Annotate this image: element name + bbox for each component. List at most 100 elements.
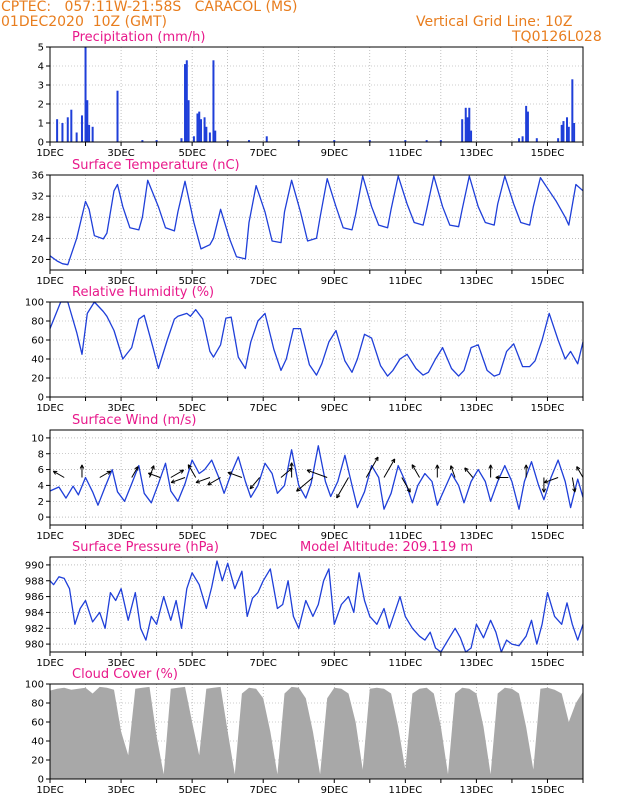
precip-bar <box>368 140 371 142</box>
wind-arrow-head <box>435 464 440 469</box>
x-tick-label: 3DEC <box>107 148 134 159</box>
wind-arrow-shaft <box>195 477 211 484</box>
y-tick-label: 10 <box>31 433 44 444</box>
wind-arrow <box>411 464 420 478</box>
wind-arrow-head <box>306 469 312 474</box>
x-tick-label: 11DEC <box>388 658 422 669</box>
wind-arrow <box>147 472 161 478</box>
x-tick-label: 15DEC <box>531 148 565 159</box>
model-altitude-label: Model Altitude: 209.119 m <box>300 540 473 555</box>
wind-arrow-head <box>464 467 469 472</box>
precip-bar <box>70 109 73 142</box>
y-tick-label: 0 <box>38 775 44 786</box>
panel-cloud: 0 20 40 60 80 100 1DEC 3DEC 5DEC 7DEC 9DEC 11DEC 13D… <box>25 667 584 796</box>
x-tick-label: 13DEC <box>460 403 494 414</box>
panel-frame <box>49 556 584 653</box>
y-tick-label: 100 <box>25 298 44 309</box>
wind-arrow-shaft <box>544 477 559 484</box>
y-tick-label: 988 <box>25 576 44 587</box>
wind-arrow-head <box>134 466 139 471</box>
y-tick-label: 20 <box>31 756 44 767</box>
x-tick-label: 13DEC <box>460 658 494 669</box>
panel-precipitation: 0 1 2 3 4 5 1DEC 3DEC 5DEC 7DEC 9DEC 11DEC 13DEC 15DE… <box>36 30 584 159</box>
precip-bar <box>208 132 211 142</box>
x-tick-label: 7DEC <box>250 276 277 287</box>
y-tick-label: 2 <box>38 100 44 111</box>
wind-arrow <box>306 469 328 478</box>
y-tick-label: 24 <box>31 234 44 245</box>
panel-temperature: 20 24 28 32 36 1DEC 3DEC 5DEC 7DEC 9DEC 11DEC 13DEC… <box>31 158 584 287</box>
x-tick-label: 5DEC <box>178 403 205 414</box>
wind-arrow-shaft <box>53 470 65 478</box>
panel-wind: 0 2 4 6 8 10 1DEC 3DEC 5DEC 7DEC 9DEC 11DEC 13DEC 15D… <box>31 413 584 542</box>
temperature-line <box>49 175 584 266</box>
wind-arrow-shaft <box>207 477 221 486</box>
wind-arrow <box>289 462 294 478</box>
x-tick-label: 3DEC <box>107 531 134 542</box>
wind-arrow-head <box>106 470 112 475</box>
x-tick-label: 11DEC <box>388 148 422 159</box>
x-tick-label: 15DEC <box>531 531 565 542</box>
x-tick-label: 7DEC <box>250 785 277 796</box>
precip-bar <box>180 138 183 142</box>
x-tick-label: 1DEC <box>36 276 63 287</box>
precip-bar <box>566 117 569 142</box>
x-tick-label: 13DEC <box>460 531 494 542</box>
y-tick-label: 80 <box>31 317 44 328</box>
precip-bar <box>185 60 188 142</box>
y-tick-label: 990 <box>25 560 44 571</box>
wind-arrow-shaft <box>365 456 379 478</box>
x-tick-label: 7DEC <box>250 658 277 669</box>
wind-arrow-head <box>411 464 416 469</box>
precip-bar <box>196 113 199 142</box>
precip-bar <box>247 140 250 142</box>
wind-arrow <box>543 477 559 484</box>
wind-arrow <box>170 469 185 478</box>
panel-title: Surface Wind (m/s) <box>72 413 196 428</box>
x-tick-label: 3DEC <box>107 658 134 669</box>
precip-bar <box>184 64 187 142</box>
precip-bar <box>80 115 83 142</box>
x-tick-label: 5DEC <box>178 148 205 159</box>
wind-arrow <box>401 477 411 493</box>
x-tick-label: 9DEC <box>321 403 348 414</box>
precip-bar <box>461 119 464 142</box>
x-tick-label: 9DEC <box>321 531 348 542</box>
y-tick-label: 0 <box>38 393 44 404</box>
wind-arrow <box>336 477 349 499</box>
wind-arrow-head <box>170 479 176 484</box>
precip-bar <box>56 119 59 142</box>
x-tick-label: 11DEC <box>388 403 422 414</box>
y-tick-label: 40 <box>31 355 44 366</box>
x-tick-label: 5DEC <box>178 658 205 669</box>
y-tick-label: 3 <box>38 81 44 92</box>
panel-frame <box>49 46 584 143</box>
wind-arrow-head <box>523 464 529 469</box>
wind-arrow-shaft <box>249 477 261 490</box>
x-tick-label: 9DEC <box>321 276 348 287</box>
model-code: TQ0126L028 <box>512 29 602 45</box>
wind-arrow <box>195 477 211 484</box>
x-tick-label: 11DEC <box>388 531 422 542</box>
precip-bar <box>192 136 195 142</box>
wind-arrow <box>79 464 85 478</box>
wind-arrow-head <box>296 487 301 492</box>
wind-arrow-shaft <box>306 469 328 478</box>
wind-arrow-head <box>249 484 254 490</box>
panel-pressure: 980 982 984 986 988 990 1DEC 3DEC 5DEC 7DEC 9DEC 11… <box>25 540 584 669</box>
wind-arrow-shaft <box>131 466 139 478</box>
wind-arrow-head <box>195 479 201 484</box>
x-tick-label: 15DEC <box>531 785 565 796</box>
grid-note: Vertical Grid Line: 10Z <box>416 14 573 30</box>
precip-bar <box>116 90 119 142</box>
wind-arrow <box>249 477 261 490</box>
precip-bar <box>155 140 158 142</box>
x-tick-label: 3DEC <box>107 785 134 796</box>
y-tick-label: 0 <box>38 138 44 149</box>
wind-arrow-shaft <box>148 472 161 478</box>
y-tick-label: 4 <box>38 62 44 73</box>
wind-arrow-head <box>572 488 577 493</box>
panel-title: Precipitation (mm/h) <box>72 30 205 45</box>
wind-arrow-shaft <box>411 464 420 478</box>
wind-arrow-head <box>541 488 547 493</box>
